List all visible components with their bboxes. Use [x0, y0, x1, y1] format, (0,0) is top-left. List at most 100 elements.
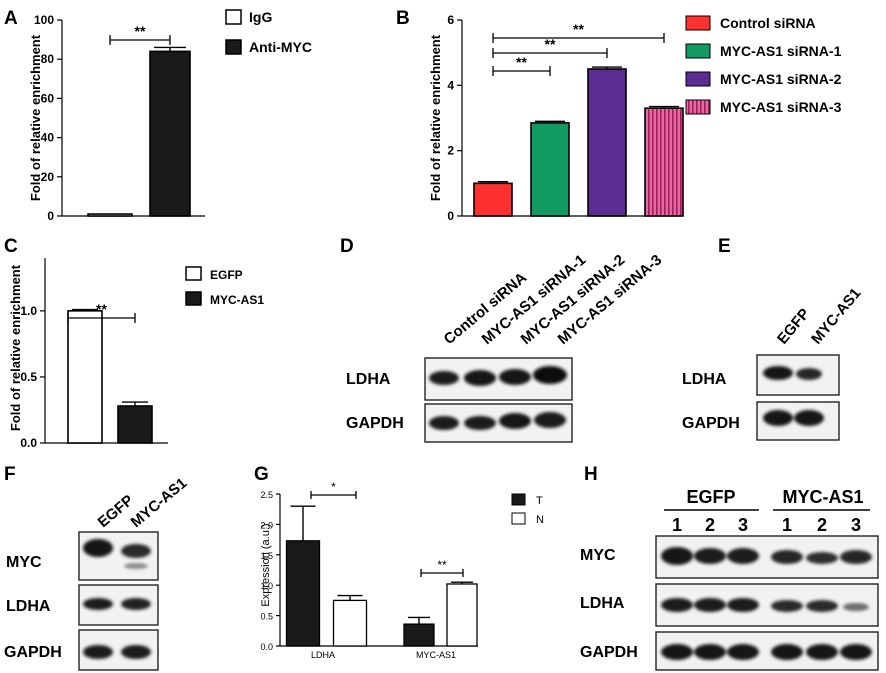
band-label-f-gapdh: GAPDH	[4, 644, 62, 661]
lane-label-f-1: EGFP	[95, 492, 137, 531]
bar-g-0-0	[285, 540, 321, 647]
bar-c-0	[67, 310, 103, 444]
bar-b-2	[587, 68, 627, 217]
legend-swatch-control	[685, 15, 711, 31]
y-tick-label-b-1: 2	[447, 144, 454, 158]
band-d-ldha-2	[464, 370, 496, 386]
x-tick-ldha: LDHA	[311, 650, 335, 660]
lane-number-h-2: 2	[705, 515, 715, 535]
band-d-ldha-1	[429, 371, 459, 385]
y-tick-label-a-0: 0	[47, 209, 54, 223]
y-axis-label-g: Expression (a.u.)	[260, 523, 272, 606]
y-tick-label-g-2: 1.0	[260, 581, 273, 591]
legend-swatch-myc-as1	[185, 291, 202, 306]
band-e-ldha-2	[796, 368, 822, 380]
legend-label-n: N	[536, 514, 544, 526]
legend-label-igg: IgG	[249, 9, 272, 25]
band-h-gapdh-5	[806, 644, 838, 660]
band-h-myc-6	[840, 550, 872, 564]
band-f-myc-2b	[124, 563, 148, 569]
legend-swatch-sirna-3	[685, 99, 711, 115]
legend-label-t: T	[536, 495, 543, 507]
y-tick-label-a-5: 100	[34, 13, 54, 27]
band-h-myc-3	[727, 548, 759, 564]
band-label-d-gapdh: GAPDH	[346, 415, 404, 432]
chart-panel-g: Expression (a.u.) 0.00.51.01.52.02.5 ***…	[260, 480, 544, 660]
band-d-ldha-3	[499, 369, 531, 385]
y-tick-label-a-3: 60	[41, 91, 55, 105]
bar-b-0	[473, 182, 513, 217]
band-h-ldha-5	[806, 600, 838, 612]
band-label-f-myc: MYC	[6, 554, 42, 571]
western-blot-h: EGFP MYC-AS1 1 2 3 1 2 3 MYC LDHA GAPDH	[580, 487, 879, 671]
legend-label-myc-as1: MYC-AS1	[210, 293, 264, 307]
lane-number-h-4: 1	[782, 515, 792, 535]
legend-swatch-n	[511, 512, 526, 525]
bar-a-0	[87, 213, 133, 217]
legend-swatch-igg	[225, 9, 242, 25]
band-d-gapdh-1	[429, 416, 459, 430]
lane-label-e-1: EGFP	[774, 305, 813, 347]
band-h-ldha-6	[843, 603, 869, 611]
lane-number-h-1: 1	[672, 515, 682, 535]
y-tick-label-b-2: 4	[447, 78, 454, 92]
sig-label-a-0: **	[135, 23, 146, 39]
x-tick-myc-as1: MYC-AS1	[416, 650, 456, 660]
band-h-gapdh-4	[771, 644, 803, 660]
band-h-gapdh-2	[694, 644, 726, 660]
lane-number-h-6: 3	[851, 515, 861, 535]
band-h-myc-1	[661, 547, 693, 565]
y-tick-label-g-1: 0.5	[260, 612, 273, 622]
legend-label-sirna-2: MYC-AS1 siRNA-2	[720, 71, 842, 87]
y-tick-label-a-1: 20	[41, 170, 55, 184]
band-f-ldha-2	[121, 598, 151, 610]
legend-label-anti-myc: Anti-MYC	[249, 39, 312, 55]
significance-a: **	[109, 23, 171, 45]
significance-c: **	[67, 301, 136, 323]
legend-swatch-sirna-1	[685, 43, 711, 59]
western-blot-f: EGFP MYC-AS1 MYC LDHA GAPDH	[4, 475, 191, 671]
sig-label-b-2: **	[573, 21, 584, 37]
panel-label-b: B	[396, 8, 410, 29]
y-tick-label-b-3: 6	[447, 13, 454, 27]
band-label-d-ldha: LDHA	[346, 371, 391, 388]
western-blot-d: Control siRNA MYC-AS1 siRNA-1 MYC-AS1 si…	[346, 251, 665, 443]
band-h-ldha-1	[661, 598, 693, 612]
y-tick-label-g-3: 1.5	[260, 551, 273, 561]
band-label-h-myc: MYC	[580, 547, 616, 564]
y-axis-label-a: Fold of relative enrichment	[28, 34, 43, 201]
group-label-h-egfp: EGFP	[686, 487, 735, 507]
sig-label-b-1: **	[545, 36, 556, 52]
band-e-ldha-1	[763, 366, 793, 380]
lane-number-h-5: 2	[817, 515, 827, 535]
bar-g-0-1	[332, 599, 368, 647]
bar-g-1-1	[446, 583, 478, 647]
y-tick-label-a-2: 40	[41, 131, 55, 145]
y-axis-label-c: Fold of relative enrichment	[8, 264, 23, 431]
legend-swatch-sirna-2	[685, 71, 711, 87]
bands-h	[661, 547, 872, 660]
band-h-myc-4	[771, 550, 803, 564]
band-h-gapdh-3	[727, 644, 759, 660]
bands-d	[429, 366, 567, 430]
bars-a	[87, 46, 191, 217]
lane-label-e-2: MYC-AS1	[808, 285, 864, 348]
band-e-gapdh-2	[794, 410, 824, 426]
bar-g-1-0	[403, 623, 435, 647]
band-h-ldha-4	[771, 600, 803, 612]
panel-label-c: C	[4, 236, 18, 257]
significance-g: ***	[310, 480, 464, 577]
legend-label-control: Control siRNA	[720, 15, 816, 31]
bar-a-1	[149, 50, 191, 217]
y-ticks-g: 0.0 0.5 1.0 1.5 2.0 2.5	[260, 490, 478, 652]
y-tick-label-c-1: 0.5	[20, 370, 37, 384]
bar-b-3	[644, 107, 684, 217]
band-d-gapdh-4	[534, 412, 566, 428]
band-e-gapdh-1	[763, 410, 793, 426]
band-h-gapdh-6	[840, 644, 872, 660]
sig-label-g-0: *	[331, 480, 336, 494]
band-f-myc-1	[83, 539, 113, 557]
group-label-h-myc-as1: MYC-AS1	[782, 487, 863, 507]
lane-label-f-2: MYC-AS1	[128, 475, 191, 531]
y-tick-label-b-0: 0	[447, 209, 454, 223]
